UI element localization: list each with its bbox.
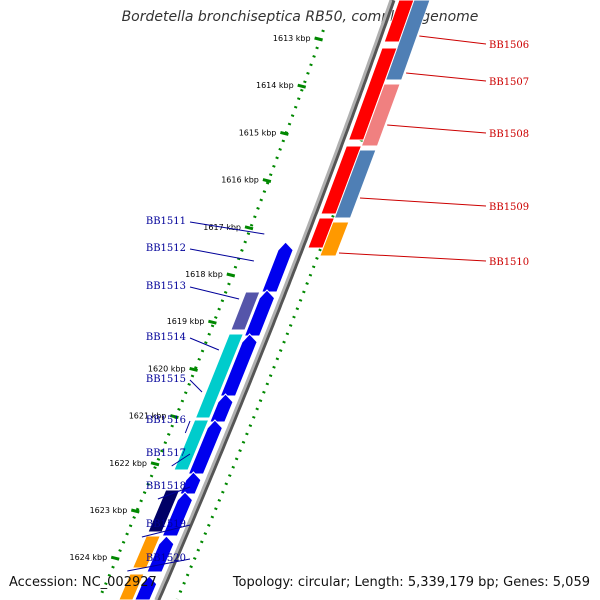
leader-line (141, 524, 191, 538)
tick-mark (130, 508, 140, 514)
outer-dotted-ring (175, 54, 394, 600)
leader-line (189, 286, 240, 300)
gene-block-bb1515 (194, 333, 245, 419)
tick-mark (244, 225, 254, 231)
tick-label: 1613 kbp (273, 34, 311, 43)
gene-label-left: BB1516 (146, 415, 186, 426)
gene-label-left: BB1519 (146, 519, 186, 530)
feature-ring-dots (98, 29, 394, 600)
gene-label-right: BB1506 (489, 40, 529, 51)
tick-label: 1619 kbp (167, 317, 205, 326)
tick-mark (189, 366, 198, 372)
gene-label-left: BB1517 (146, 448, 186, 459)
accession-value: NC_002927 (81, 575, 157, 590)
leader-line (189, 248, 254, 262)
length-label: Length: (354, 575, 404, 590)
gene-label-right: BB1510 (489, 257, 529, 268)
genes-label: Genes: (503, 575, 549, 590)
tick-label: 1621 kbp (129, 412, 167, 421)
tick-label: 1624 kbp (69, 553, 107, 562)
tick-label: 1620 kbp (148, 364, 186, 373)
leader-line (359, 197, 487, 207)
backbone-shadow (155, 0, 396, 600)
tick-mark (297, 83, 307, 89)
genes-value: 5,059 (552, 575, 590, 590)
inner-dotted-ring (98, 29, 325, 599)
tick-mark (314, 36, 323, 42)
gene-label-right: BB1507 (489, 77, 529, 88)
gene-block-bb1512 (243, 289, 276, 337)
leader-line (189, 379, 203, 393)
gene-label-left: BB1513 (146, 281, 186, 292)
gene-block-bb1514 (219, 333, 258, 397)
gene-label-left: BB1512 (146, 243, 186, 254)
topology-label: Topology: (232, 575, 294, 590)
gene-label-left: BB1514 (146, 332, 186, 343)
gene-label-left: BB1515 (146, 374, 186, 385)
gene-features (118, 0, 431, 600)
accession-info: Accession: NC_002927 (9, 575, 157, 590)
backbone-line (154, 0, 393, 600)
tick-mark (170, 414, 179, 420)
length-value: 5,339,179 bp (407, 575, 495, 590)
leader-line (157, 486, 191, 500)
gene-block-bb1520 (134, 575, 158, 600)
gene-label-left: BB1520 (146, 553, 186, 564)
tick-label: 1618 kbp (185, 270, 223, 279)
tick-label: 1615 kbp (239, 128, 277, 137)
genome-backbone (154, 0, 396, 600)
tick-mark (226, 272, 236, 278)
gene-label-left: BB1511 (146, 216, 186, 227)
leader-line (171, 453, 191, 467)
tick-label: 1622 kbp (109, 459, 147, 468)
gene-block-bb1510 (319, 221, 350, 257)
tick-mark (150, 461, 160, 467)
leader-line (189, 337, 220, 351)
tick-mark (208, 319, 217, 325)
gene-block-bb1516 (187, 419, 223, 475)
tick-mark (110, 555, 120, 561)
gene-labels: BB1506 BB1507 BB1508 BB1509 BB1510 BB1511 BB15… (127, 35, 529, 572)
genome-summary: Topology: circular; Length: 5,339,179 bp… (232, 575, 590, 590)
leader-line (189, 221, 265, 235)
gene-block-bb1518 (161, 491, 194, 537)
gene-block-bb1513 (230, 291, 261, 331)
leader-line (184, 420, 191, 434)
gene-block-bb1508 (360, 83, 401, 147)
leader-line (387, 124, 487, 134)
leader-line (338, 252, 487, 262)
topology-value: circular (297, 575, 346, 590)
tick-label: 1616 kbp (221, 176, 259, 185)
accession-label: Accession: (9, 575, 78, 590)
gene-block-bb1509-blue (333, 149, 377, 219)
leader-line (406, 72, 487, 82)
gene-block-bb1520-o (118, 573, 145, 600)
tick-label: 1614 kbp (256, 81, 294, 90)
gene-label-right: BB1508 (489, 129, 529, 140)
tick-label: 1623 kbp (90, 506, 128, 515)
leader-line (127, 558, 191, 572)
gene-block-bb1519-o (131, 535, 162, 569)
gene-label-left: BB1518 (146, 481, 186, 492)
gene-label-right: BB1509 (489, 202, 529, 213)
gene-block-bb1516-c (173, 419, 210, 471)
gene-block-bb1511 (261, 241, 294, 293)
tick-mark (262, 178, 272, 184)
tick-mark (280, 130, 289, 136)
leader-line (419, 35, 487, 45)
gene-block-bb1516-b (209, 393, 234, 423)
